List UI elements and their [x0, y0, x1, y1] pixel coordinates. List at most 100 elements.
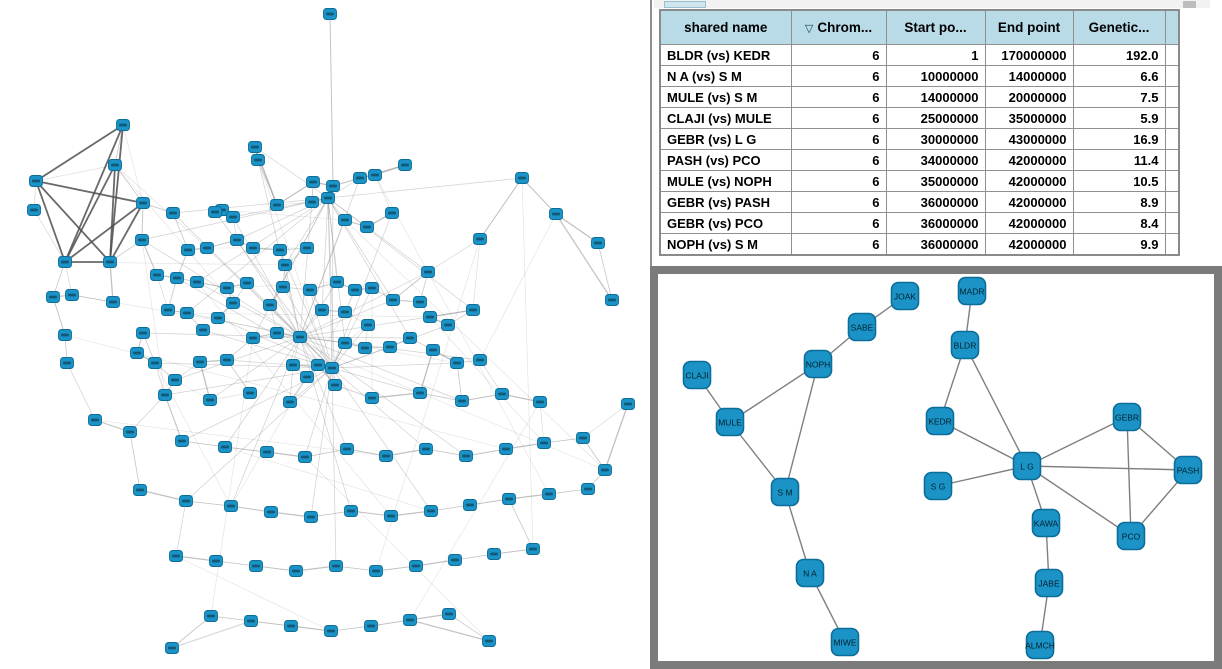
table-row[interactable]: CLAJI (vs) MULE 6 25000000 35000000 5.9	[659, 107, 1179, 129]
graph-edge[interactable]	[539, 401, 545, 444]
graph-node[interactable]	[58, 329, 72, 341]
graph-node[interactable]	[358, 342, 372, 354]
graph-edge[interactable]	[310, 367, 333, 518]
graph-node[interactable]	[533, 396, 547, 408]
graph-node[interactable]	[276, 281, 290, 293]
graph-edge[interactable]	[304, 448, 348, 458]
node-shape[interactable]	[1031, 508, 1061, 538]
graph-edge[interactable]	[172, 197, 329, 214]
graph-edge[interactable]	[129, 431, 141, 491]
graph-edge[interactable]	[1026, 465, 1132, 537]
graph-node[interactable]	[311, 359, 325, 371]
graph-node[interactable]	[499, 443, 513, 455]
graph-edge[interactable]	[1026, 416, 1128, 467]
graph-node[interactable]	[220, 282, 234, 294]
scrollbar-thumb[interactable]	[664, 1, 706, 8]
graph-node[interactable]	[338, 306, 352, 318]
graph-edge[interactable]	[33, 209, 66, 263]
graph-edge[interactable]	[154, 362, 333, 369]
graph-node[interactable]	[204, 610, 218, 622]
scrollbar-corner[interactable]	[1183, 1, 1196, 8]
graph-node[interactable]	[419, 443, 433, 455]
graph-edge[interactable]	[284, 197, 329, 266]
graph-node[interactable]	[60, 357, 74, 369]
graph-node[interactable]	[379, 450, 393, 462]
graph-edge[interactable]	[331, 367, 421, 394]
graph-node[interactable]	[133, 484, 147, 496]
graph-edge[interactable]	[479, 213, 557, 361]
graph-edge[interactable]	[331, 367, 427, 450]
graph-edge[interactable]	[429, 309, 474, 318]
table-row[interactable]: GEBR (vs) PCO 6 36000000 42000000 8.4	[659, 212, 1179, 234]
graph-node[interactable]	[123, 426, 137, 438]
graph-node[interactable]	[168, 374, 182, 386]
graph-edge[interactable]	[35, 180, 66, 263]
graph-node[interactable]: KEDR	[925, 406, 955, 436]
graph-node[interactable]	[158, 389, 172, 401]
node-shape[interactable]	[847, 312, 877, 342]
graph-node[interactable]	[598, 464, 612, 476]
graph-edge[interactable]	[224, 446, 268, 453]
column-header-start-po-[interactable]: Start po...	[885, 9, 986, 45]
graph-node[interactable]	[364, 620, 378, 632]
graph-node[interactable]: MULE	[715, 407, 745, 437]
graph-node[interactable]	[325, 362, 339, 374]
graph-node[interactable]	[283, 396, 297, 408]
graph-node[interactable]	[226, 297, 240, 309]
graph-node[interactable]	[246, 242, 260, 254]
graph-edge[interactable]	[257, 159, 336, 386]
column-header-chrom-[interactable]: ▽ Chrom...	[790, 9, 887, 45]
graph-edge[interactable]	[224, 336, 301, 448]
graph-node[interactable]	[403, 614, 417, 626]
graph-node[interactable]	[315, 304, 329, 316]
graph-node[interactable]	[304, 511, 318, 523]
node-shape[interactable]	[1112, 402, 1142, 432]
table-row[interactable]: NOPH (vs) S M 6 36000000 42000000 9.9	[659, 233, 1179, 256]
graph-node[interactable]	[249, 560, 263, 572]
graph-edge[interactable]	[221, 209, 346, 221]
graph-edge[interactable]	[35, 180, 144, 204]
node-shape[interactable]	[925, 406, 955, 436]
graph-edge[interactable]	[186, 312, 431, 318]
graph-node[interactable]	[473, 233, 487, 245]
table-row[interactable]: N A (vs) S M 6 10000000 14000000 6.6	[659, 65, 1179, 87]
graph-node[interactable]	[526, 543, 540, 555]
graph-edge[interactable]	[186, 197, 329, 314]
graph-node[interactable]	[196, 324, 210, 336]
graph-edge[interactable]	[331, 367, 337, 567]
graph-edge[interactable]	[374, 174, 550, 495]
graph-node[interactable]	[581, 483, 595, 495]
graph-edge[interactable]	[289, 364, 294, 403]
graph-node[interactable]	[108, 159, 122, 171]
graph-edge[interactable]	[419, 349, 434, 394]
graph-node[interactable]	[58, 256, 72, 268]
node-shape[interactable]	[1116, 521, 1146, 551]
graph-node[interactable]	[135, 234, 149, 246]
graph-node[interactable]	[218, 441, 232, 453]
graph-edge[interactable]	[114, 164, 208, 249]
graph-node[interactable]	[495, 388, 509, 400]
graph-edge[interactable]	[327, 197, 474, 311]
graph-node[interactable]	[260, 446, 274, 458]
graph-node[interactable]	[324, 625, 338, 637]
graph-node[interactable]	[286, 359, 300, 371]
graph-node[interactable]	[409, 560, 423, 572]
graph-edge[interactable]	[175, 500, 187, 557]
graph-edge[interactable]	[329, 13, 334, 187]
graph-node[interactable]	[203, 394, 217, 406]
graph-edge[interactable]	[327, 197, 338, 283]
graph-edge[interactable]	[299, 271, 429, 338]
graph-node[interactable]	[263, 299, 277, 311]
node-shape[interactable]	[890, 281, 920, 311]
graph-node[interactable]: GEBR	[1112, 402, 1142, 432]
graph-node[interactable]	[130, 347, 144, 359]
graph-edge[interactable]	[64, 164, 116, 263]
graph-node[interactable]	[369, 565, 383, 577]
graph-edge[interactable]	[521, 177, 534, 550]
graph-edge[interactable]	[209, 336, 301, 401]
graph-edge[interactable]	[521, 177, 557, 215]
graph-node[interactable]: S M	[770, 477, 800, 507]
graph-node[interactable]	[246, 332, 260, 344]
graph-node[interactable]	[384, 510, 398, 522]
graph-node[interactable]	[300, 371, 314, 383]
